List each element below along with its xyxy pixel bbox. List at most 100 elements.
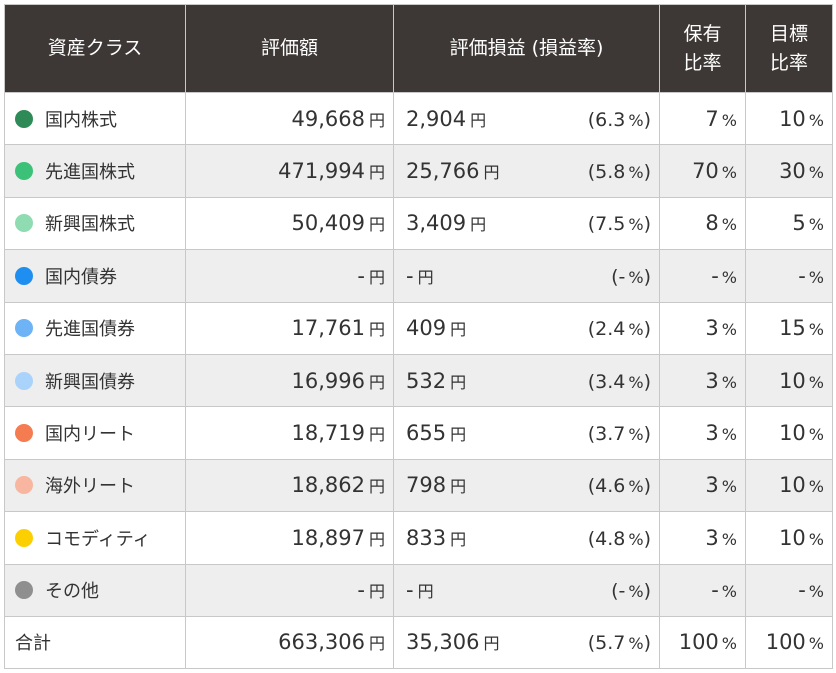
- percent-unit: %: [721, 529, 737, 549]
- asset-class-label: 新興国債券: [45, 371, 135, 393]
- asset-class-label: 国内債券: [45, 266, 117, 288]
- profit-loss-cell: 655 円 (3.7%): [393, 406, 660, 460]
- yen-unit: 円: [450, 320, 467, 340]
- yen-unit: 円: [450, 372, 467, 392]
- target-ratio-cell: 10%: [745, 406, 833, 460]
- color-dot-icon: [15, 581, 33, 600]
- value-cell: 17,761 円: [185, 301, 394, 355]
- asset-class-cell: 国内株式: [4, 91, 186, 146]
- percent-unit: %: [721, 634, 737, 654]
- percent-unit: %: [721, 320, 737, 340]
- asset-class-cell: その他: [4, 563, 186, 617]
- percent-unit: %: [808, 163, 824, 183]
- percent-unit: %: [808, 529, 824, 549]
- profit-loss-amount: 655: [406, 421, 447, 446]
- asset-class-cell: コモディティ: [4, 511, 186, 565]
- table-row: 国内債券 -円 -円 (-%) -% -%: [4, 249, 833, 303]
- percent-unit: %: [721, 582, 737, 602]
- profit-loss-rate: (-: [611, 580, 626, 603]
- table-header-row: 資産クラス 評価額 評価損益 (損益率) 保有 比率 目標 比率: [4, 4, 833, 93]
- yen-unit: 円: [368, 425, 385, 445]
- holding-ratio-cell: -%: [659, 563, 746, 617]
- asset-class-label: 合計: [15, 633, 51, 655]
- holding-ratio-value: 100: [678, 630, 719, 655]
- percent-unit: %: [808, 320, 824, 340]
- holding-ratio-value: -: [711, 578, 719, 603]
- color-dot-icon: [15, 214, 33, 233]
- percent-unit: %: [628, 320, 644, 340]
- value-amount: 16,996: [291, 368, 365, 393]
- profit-loss-amount: 532: [406, 368, 447, 393]
- target-ratio-cell: 10%: [745, 91, 833, 146]
- percent-unit: %: [721, 110, 737, 130]
- yen-unit: 円: [368, 267, 385, 287]
- percent-unit: %: [721, 163, 737, 183]
- percent-unit: %: [721, 425, 737, 445]
- color-dot-icon: [15, 266, 33, 285]
- profit-loss-cell: 798 円 (4.6%): [393, 458, 660, 513]
- holding-ratio-cell: 8%: [659, 196, 746, 251]
- yen-unit: 円: [368, 163, 385, 183]
- profit-loss-rate: (2.4: [587, 318, 626, 341]
- profit-loss-rate: (5.7: [587, 632, 626, 655]
- yen-unit: 円: [368, 320, 385, 340]
- profit-loss-amount: -: [406, 578, 414, 603]
- profit-loss-rate: (4.8: [587, 527, 626, 550]
- asset-class-cell: 国内リート: [4, 406, 186, 460]
- percent-unit: %: [628, 267, 644, 287]
- yen-unit: 円: [483, 163, 500, 183]
- yen-unit: 円: [450, 425, 467, 445]
- color-dot-icon: [15, 476, 33, 495]
- asset-class-label: 先進国株式: [45, 162, 135, 184]
- percent-unit: %: [808, 215, 824, 235]
- holding-ratio-value: 8: [705, 211, 719, 236]
- yen-unit: 円: [450, 529, 467, 549]
- yen-unit: 円: [368, 215, 385, 235]
- holding-ratio-value: 7: [705, 106, 719, 131]
- color-dot-icon: [15, 162, 33, 181]
- profit-loss-amount: 798: [406, 473, 447, 498]
- holding-ratio-cell: 70%: [659, 144, 746, 198]
- target-ratio-cell: 5%: [745, 196, 833, 251]
- holding-ratio-value: 3: [705, 525, 719, 550]
- percent-unit: %: [628, 529, 644, 549]
- asset-class-cell: 先進国債券: [4, 301, 186, 355]
- header-asset-class: 資産クラス: [4, 4, 186, 93]
- profit-loss-amount: 2,904: [406, 106, 467, 131]
- total-row: 合計 663,306 円 35,306 円 (5.7%) 100% 100%: [4, 615, 833, 669]
- yen-unit: 円: [368, 529, 385, 549]
- target-ratio-value: 10: [779, 368, 806, 393]
- target-ratio-value: 10: [779, 525, 806, 550]
- yen-unit: 円: [450, 477, 467, 497]
- profit-loss-rate: (3.4: [587, 370, 626, 393]
- profit-loss-amount: 25,766: [406, 159, 480, 184]
- value-cell: -円: [185, 563, 394, 617]
- profit-loss-cell: 3,409 円 (7.5%): [393, 196, 660, 251]
- value-amount: -: [357, 578, 365, 603]
- percent-unit: %: [628, 634, 644, 654]
- percent-unit: %: [808, 582, 824, 602]
- table-row: コモディティ 18,897 円 833 円 (4.8%) 3% 10%: [4, 511, 833, 565]
- holding-ratio-cell: -%: [659, 249, 746, 303]
- target-ratio-cell: 30%: [745, 144, 833, 198]
- holding-ratio-value: 3: [705, 316, 719, 341]
- profit-loss-rate: (6.3: [587, 108, 626, 131]
- header-target-ratio: 目標 比率: [745, 4, 833, 93]
- color-dot-icon: [15, 109, 33, 128]
- percent-unit: %: [628, 110, 644, 130]
- profit-loss-cell: 2,904 円 (6.3%): [393, 91, 660, 146]
- table-row: その他 -円 -円 (-%) -% -%: [4, 563, 833, 617]
- profit-loss-rate: (4.6: [587, 475, 626, 498]
- holding-ratio-cell: 3%: [659, 301, 746, 355]
- percent-unit: %: [628, 582, 644, 602]
- holding-ratio-value: 3: [705, 473, 719, 498]
- asset-class-cell: 新興国債券: [4, 353, 186, 408]
- yen-unit: 円: [470, 215, 487, 235]
- percent-unit: %: [628, 163, 644, 183]
- holding-ratio-cell: 3%: [659, 511, 746, 565]
- target-ratio-cell: 10%: [745, 511, 833, 565]
- holding-ratio-cell: 3%: [659, 406, 746, 460]
- color-dot-icon: [15, 424, 33, 443]
- value-amount: 18,862: [291, 473, 365, 498]
- asset-class-label: 海外リート: [45, 476, 135, 498]
